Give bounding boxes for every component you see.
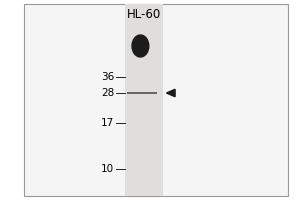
Ellipse shape: [132, 35, 149, 57]
Polygon shape: [167, 89, 175, 97]
Text: 28: 28: [101, 88, 114, 98]
Text: 17: 17: [101, 118, 114, 128]
Text: HL-60: HL-60: [127, 8, 161, 21]
Text: 10: 10: [101, 164, 114, 174]
Text: 36: 36: [101, 72, 114, 82]
FancyBboxPatch shape: [24, 4, 288, 196]
FancyBboxPatch shape: [127, 92, 157, 94]
FancyBboxPatch shape: [124, 4, 164, 196]
